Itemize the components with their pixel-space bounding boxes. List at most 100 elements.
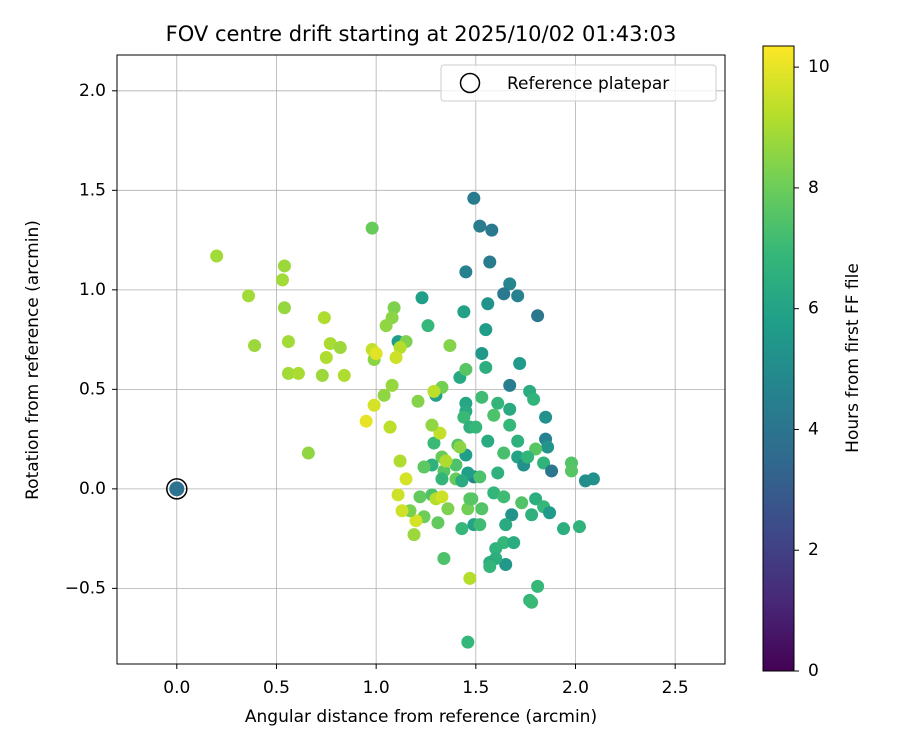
chart-title: FOV centre drift starting at 2025/10/02 …: [166, 22, 677, 46]
data-point: [377, 388, 391, 402]
colorbar-gradient: [762, 45, 795, 672]
data-point: [499, 557, 513, 571]
data-point: [427, 384, 441, 398]
data-point: [457, 410, 471, 424]
data-point: [475, 390, 489, 404]
data-point: [391, 488, 405, 502]
legend-box: [440, 64, 717, 102]
data-point: [439, 454, 453, 468]
data-point: [565, 464, 579, 478]
data-point: [529, 442, 543, 456]
x-tick-label: 1.5: [462, 678, 489, 698]
data-point: [435, 472, 449, 486]
data-point: [242, 289, 256, 303]
data-point: [277, 259, 291, 273]
data-point: [473, 219, 487, 233]
data-point: [572, 520, 586, 534]
data-point: [475, 347, 489, 361]
data-point: [503, 402, 517, 416]
data-point: [425, 418, 439, 432]
data-point: [421, 319, 435, 333]
data-point: [473, 518, 487, 532]
data-point: [461, 502, 475, 516]
y-tick-label: 2.0: [79, 81, 106, 101]
colorbar-label: Hours from first FF file: [843, 263, 863, 453]
y-tick-label: 0.5: [79, 379, 106, 399]
data-point: [417, 460, 431, 474]
data-point: [511, 434, 525, 448]
data-point: [481, 434, 495, 448]
data-point: [413, 490, 427, 504]
data-point: [527, 392, 541, 406]
data-point: [281, 335, 295, 349]
legend-marker: [459, 72, 481, 94]
data-point: [427, 436, 441, 450]
data-point: [277, 301, 291, 315]
data-point: [469, 420, 483, 434]
data-point: [499, 518, 513, 532]
data-point: [485, 223, 499, 237]
data-point: [557, 522, 571, 536]
data-point: [479, 360, 493, 374]
y-tick-label: 1.0: [79, 280, 106, 300]
y-tick-label: 0.0: [79, 479, 106, 499]
data-point: [459, 362, 473, 376]
data-point: [435, 490, 449, 504]
data-point: [539, 410, 553, 424]
data-point: [525, 508, 539, 522]
x-tick-label: 0.5: [263, 678, 290, 698]
reference-marker-ring: [166, 478, 188, 500]
data-point: [491, 396, 505, 410]
y-axis-label: Rotation from reference (arcmin): [23, 220, 43, 500]
data-point: [505, 508, 519, 522]
data-point: [513, 356, 527, 370]
data-point: [586, 472, 600, 486]
colorbar: 0 2 4 6 8 10 Hours from first FF file: [762, 45, 863, 681]
data-point: [367, 398, 381, 412]
data-point: [531, 309, 545, 323]
data-point: [489, 542, 503, 556]
data-point: [483, 559, 497, 573]
data-point: [541, 440, 555, 454]
x-tick-label: 2.5: [662, 678, 689, 698]
cbar-tick-label: 6: [808, 299, 819, 319]
data-point: [467, 191, 481, 205]
data-point: [543, 506, 557, 520]
data-point: [483, 255, 497, 269]
data-point: [487, 408, 501, 422]
data-point: [503, 378, 517, 392]
data-point: [515, 496, 529, 510]
data-point: [463, 492, 477, 506]
data-point: [407, 528, 421, 542]
reference-point: [169, 481, 185, 497]
data-point: [453, 440, 467, 454]
data-point: [210, 249, 224, 263]
y-tick-label: 1.5: [79, 180, 106, 200]
plot-frame: [116, 54, 726, 665]
data-point: [525, 595, 539, 609]
data-point: [379, 319, 393, 333]
data-point: [395, 504, 409, 518]
data-point: [389, 351, 403, 365]
data-point: [248, 339, 262, 353]
data-point: [291, 366, 305, 380]
scatter-points: [210, 191, 600, 649]
data-point: [409, 514, 423, 528]
data-point: [319, 351, 333, 365]
data-point: [481, 297, 495, 311]
x-axis: 0.0 0.5 1.0 1.5 2.0 2.5 Angular distance…: [163, 664, 689, 727]
data-point: [301, 446, 315, 460]
data-point: [497, 446, 511, 460]
data-point: [441, 502, 455, 516]
data-point: [393, 454, 407, 468]
data-point: [275, 273, 289, 287]
data-point: [323, 337, 337, 351]
data-point: [387, 301, 401, 315]
data-point: [475, 502, 489, 516]
data-point: [365, 221, 379, 235]
data-point: [449, 458, 463, 472]
x-tick-label: 1.0: [363, 678, 390, 698]
data-point: [459, 265, 473, 279]
data-point: [333, 341, 347, 355]
data-point: [479, 323, 493, 337]
